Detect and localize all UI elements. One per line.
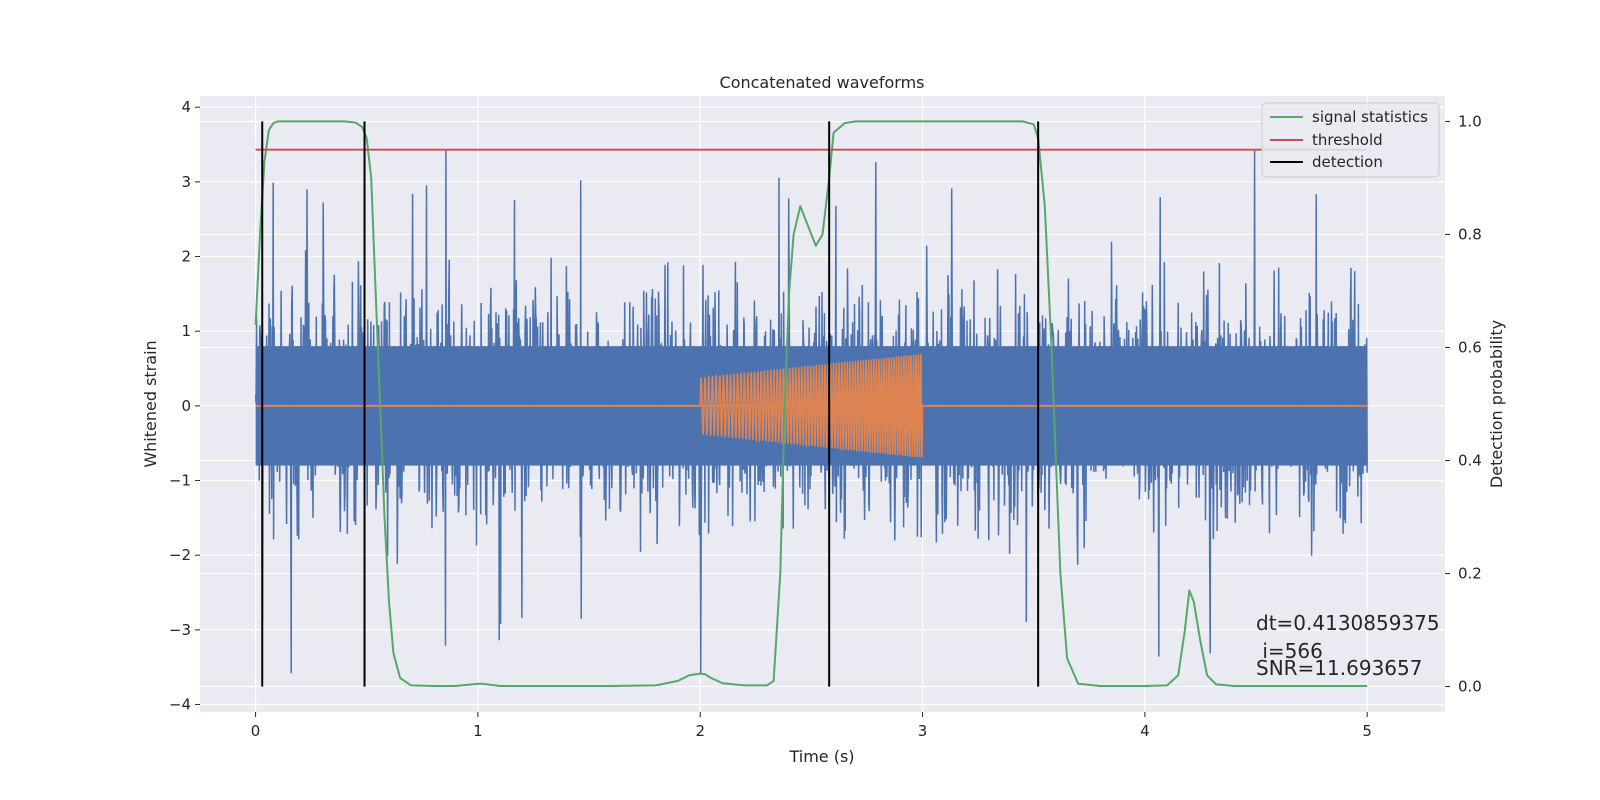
y-tick-label-5: 1 [181,322,191,340]
y2-tick-label-2: 0.4 [1458,452,1482,470]
legend-label-detection: detection [1312,153,1383,171]
y2-axis-label: Detection probability [1487,320,1506,488]
signal-layer [255,353,1368,458]
y-tick-label-0: −4 [169,696,191,714]
series-injected-signal [699,353,924,458]
y-tick-label-2: −2 [169,546,191,564]
chart-title: Concatenated waveforms [720,73,925,92]
annotation-i: i=566 [1256,639,1323,663]
y2-tick-label-4: 0.8 [1458,225,1482,243]
x-tick-label-1: 1 [473,722,483,740]
y-tick-label-3: −1 [169,472,191,490]
y-tick-label-7: 3 [181,173,191,191]
x-tick-label-2: 2 [695,722,705,740]
x-tick-label-4: 4 [1140,722,1150,740]
legend-box [1261,102,1440,178]
x-tick-label-3: 3 [918,722,928,740]
y-tick-label-8: 4 [181,98,191,116]
axes: 0 1 2 3 4 5 −4 −3 −2 −1 0 1 2 3 4 0.0 0.2 0.4 0.6 0.8 1.0 [169,98,1482,740]
y2-tick-label-0: 0.0 [1458,678,1482,696]
x-axis-label: Time (s) [788,747,854,766]
y-tick-label-6: 2 [181,248,191,266]
y2-tick-label-1: 0.2 [1458,565,1482,583]
legend: signal statistics threshold detection [1261,102,1440,178]
y-axis-label: Whitened strain [141,340,160,467]
annotation-snr: SNR=11.693657 [1256,656,1422,680]
y2-tick-label-5: 1.0 [1458,112,1482,130]
x-tick-label-5: 5 [1362,722,1372,740]
right-axis-series [254,120,1368,687]
x-tick-label-0: 0 [251,722,261,740]
legend-label-threshold: threshold [1312,131,1383,149]
y-tick-label-4: 0 [181,397,191,415]
annotation-dt: dt=0.4130859375 [1256,611,1440,635]
series-signal-statistics-line [254,120,1368,687]
legend-label-signal-statistics: signal statistics [1312,108,1428,126]
y2-tick-label-3: 0.6 [1458,338,1482,356]
y-tick-label-1: −3 [169,621,191,639]
